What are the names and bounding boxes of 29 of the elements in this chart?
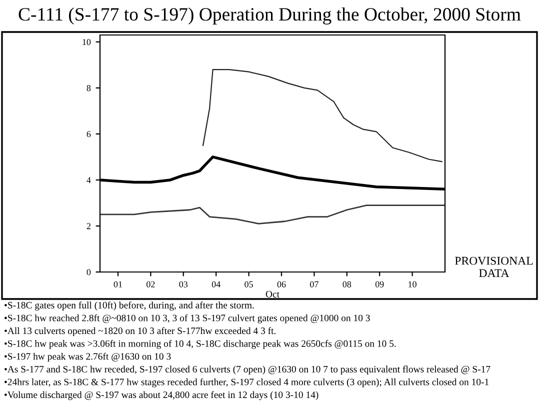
text: •Volume discharged @ S-197 was about 24,800 acre feet in 12 days (10 3-10 14) [4,391,318,400]
text: •24hrs later, as S-18C & S-177 hw stages receded further, S-197 closed 4 more culverts (3 open); All culverts closed on 10-1 [4,378,489,388]
line-series [202,68,442,162]
x-tick-label: 04 [212,281,220,288]
text: •All 13 culverts opened ~1820 on 10 3 after S-177hw exceeded 4 3 ft. [4,327,276,336]
chart-title: C-111 (S-177 to S-197) Operation During the October, 2000 Storm [18,7,521,25]
x-tick-label: 03 [179,281,188,288]
x-tick-label: 01 [114,281,122,288]
y-tick-label: 4 [86,177,91,184]
x-tick-label: 06 [277,281,286,288]
x-tick-label: 07 [310,281,318,288]
x-tick-label: 09 [375,281,384,288]
text: •S-18C hw reached 2.8ft @~0810 on 10 3, 3 of 13 S-197 culvert gates opened @1000 on 10 3 [4,314,370,324]
x-tick-label: 05 [244,281,253,288]
text: PROVISIONAL DATA [454,256,533,278]
y-tick-label: 2 [86,223,90,230]
x-tick-label: 10 [408,281,416,288]
x-axis-title: Oct [266,290,280,298]
text: •S-18C hw peak was >3.06ft in morning of 10 4, S-18C discharge peak was 2650cfs @0115 on 10 5. [4,340,396,349]
line-series [100,204,445,224]
y-tick-label: 0 [86,269,91,276]
x-tick-label: 08 [342,281,352,288]
x-tick-label: 02 [146,281,155,288]
text: •S-18C gates open full (10ft) before, during, and after the storm. [4,302,254,310]
y-tick-label: 8 [86,85,91,92]
text: •As S-177 and S-18C hw receded, S-197 closed 6 culverts (7 open) @1630 on 10 7 to pass equivalent flows released @ S-17 [4,366,490,374]
text: •S-197 hw peak was 2.76ft @1630 on 10 3 [4,352,171,362]
y-tick-label: 6 [86,131,91,138]
y-tick-label: 10 [82,39,91,46]
